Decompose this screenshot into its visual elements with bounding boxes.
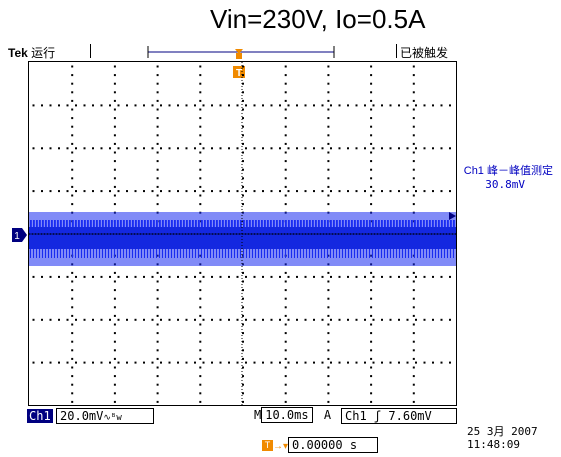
- svg-text:T: T: [236, 68, 242, 79]
- timebase-readout[interactable]: M 10.0ms A: [254, 407, 332, 423]
- timebase-prefix: M: [254, 408, 262, 422]
- acq-mode: A: [323, 408, 332, 422]
- channel-settings[interactable]: Ch1 20.0mV∿ᴮw: [27, 408, 155, 424]
- record-trigger-icon: [235, 49, 243, 54]
- record-view-bracket: [147, 46, 335, 59]
- trigger-settings[interactable]: Ch1 ʃ 7.60mV: [341, 408, 457, 424]
- trigger-offset-icon: T: [262, 440, 273, 452]
- header-divider: [396, 44, 397, 58]
- trigger-position-readout[interactable]: T →▾ 0.00000 s: [262, 437, 379, 453]
- timebase-value: 10.0ms: [261, 407, 313, 423]
- trigger-source: Ch1: [345, 409, 367, 423]
- svg-text:1: 1: [14, 231, 20, 242]
- trigger-level-icon: [449, 212, 456, 220]
- time: 11:48:09: [467, 438, 520, 451]
- brand-logo: Tek: [8, 46, 28, 60]
- measurement-value: 30.8mV: [485, 178, 525, 191]
- trigger-status: 已被触发: [400, 46, 449, 60]
- datetime: 25 3月 2007 11:48:09: [467, 425, 538, 451]
- channel-badge: Ch1: [27, 409, 53, 423]
- scope-header: Tek 运行: [8, 44, 55, 60]
- rising-edge-icon: ʃ: [373, 409, 382, 423]
- header-divider: [90, 44, 91, 58]
- channel-scale: 20.0mV: [60, 409, 104, 423]
- channel-scale-box: 20.0mV∿ᴮw: [56, 408, 155, 424]
- measurement-readout: Ch1 峰－峰值测定 30.8mV: [425, 165, 553, 191]
- waveform-title: Vin=230V, Io=0.5A: [210, 4, 426, 34]
- ch1-ground-marker-icon[interactable]: 1: [12, 228, 28, 242]
- trigger-position-value: 0.00000 s: [288, 437, 379, 453]
- trigger-settings-box: Ch1 ʃ 7.60mV: [341, 408, 457, 424]
- bw-limit-icon: ∿ᴮw: [103, 413, 122, 423]
- arrow-right-icon: →▾: [273, 441, 289, 452]
- run-status: 运行: [31, 46, 56, 60]
- graticule-border: [28, 61, 457, 406]
- measurement-label: Ch1 峰－峰值测定: [463, 165, 553, 177]
- date: 25 3月 2007: [467, 425, 538, 438]
- trigger-level: 7.60mV: [388, 409, 432, 423]
